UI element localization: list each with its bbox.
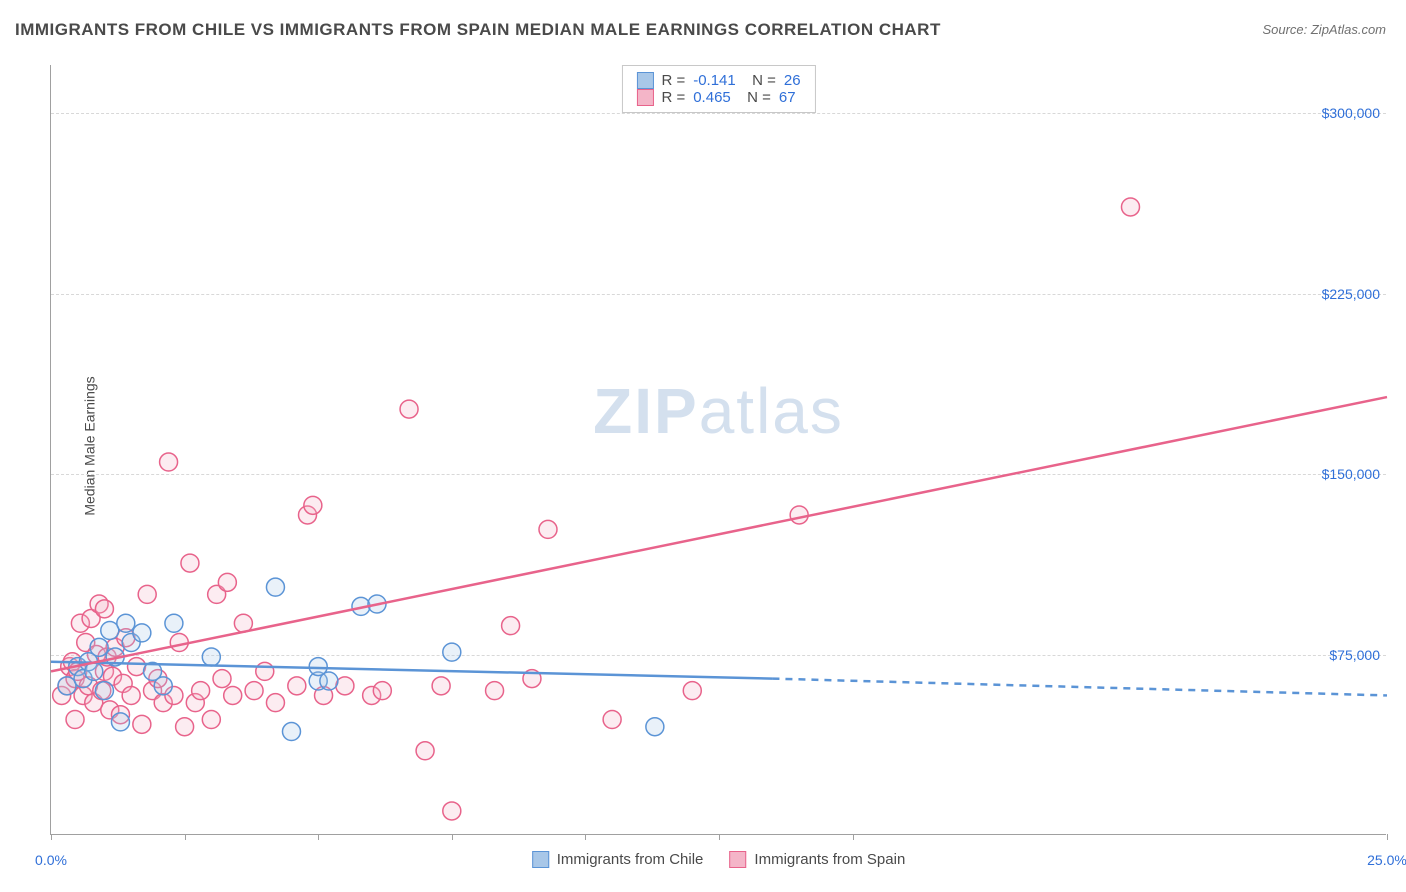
regression-line (51, 397, 1387, 671)
data-point (213, 670, 231, 688)
data-point (95, 600, 113, 618)
data-point (95, 682, 113, 700)
data-point (224, 686, 242, 704)
chart-title: IMMIGRANTS FROM CHILE VS IMMIGRANTS FROM… (15, 20, 941, 40)
data-point (160, 453, 178, 471)
swatch-chile (636, 72, 653, 89)
data-point (1121, 198, 1139, 216)
r-value-chile: -0.141 (693, 72, 736, 89)
data-point (58, 677, 76, 695)
r-label: R = (661, 72, 685, 89)
data-point (122, 686, 140, 704)
data-point (443, 643, 461, 661)
data-point (646, 718, 664, 736)
n-label: N = (739, 89, 771, 106)
legend-row-spain: R = 0.465 N = 67 (636, 89, 800, 106)
x-tick (719, 834, 720, 840)
x-tick-label: 0.0% (35, 852, 67, 868)
data-point (416, 742, 434, 760)
legend-label-chile: Immigrants from Chile (557, 851, 704, 868)
data-point (443, 802, 461, 820)
data-point (218, 573, 236, 591)
data-point (288, 677, 306, 695)
plot-area: ZIPatlas $75,000$150,000$225,000$300,000… (50, 65, 1386, 835)
x-tick (585, 834, 586, 840)
legend-item-spain: Immigrants from Spain (729, 851, 905, 868)
x-tick (452, 834, 453, 840)
r-value-spain: 0.465 (693, 89, 731, 106)
scatter-svg (51, 65, 1386, 834)
data-point (202, 648, 220, 666)
data-point (502, 617, 520, 635)
data-point (373, 682, 391, 700)
n-label: N = (744, 72, 776, 89)
data-point (400, 400, 418, 418)
swatch-spain (636, 89, 653, 106)
data-point (128, 658, 146, 676)
correlation-legend: R = -0.141 N = 26 R = 0.465 N = 67 (621, 65, 815, 113)
x-tick (853, 834, 854, 840)
swatch-spain-icon (729, 851, 746, 868)
data-point (266, 694, 284, 712)
data-point (181, 554, 199, 572)
data-point (432, 677, 450, 695)
data-point (202, 711, 220, 729)
data-point (133, 715, 151, 733)
series-legend: Immigrants from Chile Immigrants from Sp… (532, 851, 906, 868)
source-attribution: Source: ZipAtlas.com (1262, 22, 1386, 37)
legend-row-chile: R = -0.141 N = 26 (636, 72, 800, 89)
legend-label-spain: Immigrants from Spain (754, 851, 905, 868)
legend-item-chile: Immigrants from Chile (532, 851, 704, 868)
data-point (245, 682, 263, 700)
data-point (176, 718, 194, 736)
data-point (266, 578, 284, 596)
data-point (111, 713, 129, 731)
x-tick (185, 834, 186, 840)
data-point (304, 496, 322, 514)
data-point (683, 682, 701, 700)
n-value-chile: 26 (784, 72, 801, 89)
x-tick (1387, 834, 1388, 840)
data-point (90, 638, 108, 656)
data-point (66, 711, 84, 729)
n-value-spain: 67 (779, 89, 796, 106)
data-point (539, 520, 557, 538)
data-point (282, 723, 300, 741)
x-tick-label: 25.0% (1367, 852, 1406, 868)
chart-container: IMMIGRANTS FROM CHILE VS IMMIGRANTS FROM… (0, 0, 1406, 892)
data-point (133, 624, 151, 642)
data-point (603, 711, 621, 729)
x-tick (51, 834, 52, 840)
data-point (486, 682, 504, 700)
data-point (138, 585, 156, 603)
data-point (336, 677, 354, 695)
data-point (192, 682, 210, 700)
data-point (117, 614, 135, 632)
data-point (165, 614, 183, 632)
swatch-chile-icon (532, 851, 549, 868)
regression-line (772, 679, 1387, 696)
data-point (154, 677, 172, 695)
x-tick (318, 834, 319, 840)
data-point (256, 662, 274, 680)
data-point (790, 506, 808, 524)
r-label: R = (661, 89, 685, 106)
data-point (309, 658, 327, 676)
data-point (101, 621, 119, 639)
